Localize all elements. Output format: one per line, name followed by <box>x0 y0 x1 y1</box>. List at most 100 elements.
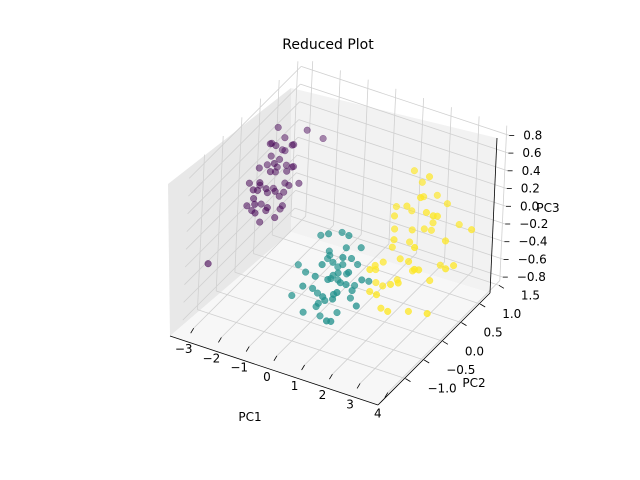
grid-line-pc3 <box>294 207 503 278</box>
pc2-tick <box>461 322 467 326</box>
scatter-point <box>417 194 425 202</box>
scatter-point <box>276 155 284 163</box>
scatter-point <box>251 200 259 208</box>
scatter-point <box>390 236 398 244</box>
pc1-tick-label: −3 <box>175 342 193 356</box>
scatter-point <box>427 226 435 234</box>
scatter-point <box>329 295 337 303</box>
scatter-point <box>422 208 430 217</box>
scatter-point <box>418 178 426 186</box>
scatter-point <box>311 272 319 280</box>
pc3-tick-label: −0.8 <box>517 270 546 284</box>
pc2-tick-label: 1.0 <box>502 307 521 321</box>
scatter-point <box>285 181 293 189</box>
grid-line-pc3 <box>187 101 300 215</box>
scatter-point <box>329 258 337 266</box>
tick-marks: −3−2−101234−1.0−0.50.00.51.01.5−0.8−0.6−… <box>175 128 548 420</box>
scatter-point <box>245 179 253 187</box>
pc3-axis-label: PC3 <box>536 201 559 215</box>
grid-line-pc3 <box>297 154 506 225</box>
scatter-point <box>288 141 296 149</box>
pc2-tick-label: 1.5 <box>521 288 540 302</box>
pc1-tick <box>218 337 222 343</box>
grid-line-pc1 <box>499 125 508 281</box>
scatter-point <box>288 163 296 171</box>
pc1-tick-label: 2 <box>319 388 327 402</box>
scatter-point <box>275 192 283 200</box>
pc2-tick <box>405 378 411 382</box>
scatter-point <box>317 231 325 239</box>
grid-line-pc2 <box>234 271 444 342</box>
scatter-point <box>345 232 353 240</box>
scatter-point <box>299 308 307 316</box>
grid-line-pc1 <box>304 252 417 366</box>
grid-line-pc1 <box>305 61 314 217</box>
scatter-point <box>408 226 416 234</box>
pc3-tick-label: 0.2 <box>521 182 540 196</box>
scatter-point <box>271 214 279 222</box>
grid-line-pc3 <box>182 207 296 321</box>
scatter-point <box>352 302 360 310</box>
scatter-point <box>386 280 395 288</box>
scatter-point <box>266 168 274 176</box>
scatter-point <box>333 309 341 317</box>
pc1-tick <box>329 373 333 380</box>
grid-line-pc2 <box>197 154 205 310</box>
scatter-point <box>274 123 282 131</box>
grid-line-pc1 <box>444 107 452 263</box>
grid-line-pc3 <box>188 83 301 197</box>
scatter-point <box>318 261 326 269</box>
pc1-tick <box>356 383 361 389</box>
scatter-point <box>392 203 400 211</box>
scatter-point <box>243 202 251 210</box>
scatter-point <box>420 225 428 233</box>
scatter-point <box>319 293 327 301</box>
pc3-tick-label: −0.6 <box>518 252 547 266</box>
pc3-tick-label: 0.8 <box>523 128 542 142</box>
scatter-point <box>262 185 270 193</box>
grid-line-pc1 <box>360 79 369 235</box>
grid-line-pc2 <box>290 215 500 286</box>
pc1-tick <box>301 364 305 371</box>
pc1-tick <box>245 346 250 352</box>
grid-line-pc3 <box>301 66 510 136</box>
pc1-axis-line <box>169 335 379 406</box>
scatter-point <box>366 287 374 296</box>
pc1-tick-label: 0 <box>263 370 271 384</box>
grid-line-pc1 <box>359 271 473 384</box>
pc3-axis-line <box>489 137 498 294</box>
scatter-point <box>426 277 434 285</box>
scatter-point <box>347 254 356 263</box>
scatter-point <box>339 253 347 262</box>
scatter-point <box>255 164 263 172</box>
grid-line-pc1 <box>193 215 306 329</box>
scatter-point <box>390 212 399 220</box>
pc1-tick <box>384 392 389 398</box>
scatter-point <box>309 284 317 292</box>
scatter-point <box>391 225 399 233</box>
scatter-point <box>267 152 275 160</box>
scatter-point <box>379 258 387 266</box>
pc1-tick-label: −2 <box>203 351 221 365</box>
scatter-point <box>410 167 418 175</box>
scatter-point <box>324 275 332 284</box>
scatter-point <box>429 219 437 227</box>
scatter-point <box>436 261 444 269</box>
scatter-point <box>410 265 418 273</box>
scatter-point <box>251 209 259 217</box>
pc2-tick-label: 0.5 <box>484 326 503 340</box>
scatter-point <box>204 260 212 268</box>
scatter-point <box>299 282 307 290</box>
grid-line-pc3 <box>297 136 507 207</box>
grid-line-pc1 <box>471 116 480 272</box>
scatter-point <box>371 261 379 269</box>
scatter-point <box>468 226 476 234</box>
scatter-point <box>333 288 341 297</box>
scatter-point <box>263 204 271 212</box>
scatter-point <box>443 200 451 208</box>
scatter-point <box>388 243 396 251</box>
pc1-tick <box>190 327 195 334</box>
scatter-point <box>295 179 303 187</box>
scatter-point <box>433 191 441 199</box>
grid-line-pc1 <box>248 234 362 347</box>
